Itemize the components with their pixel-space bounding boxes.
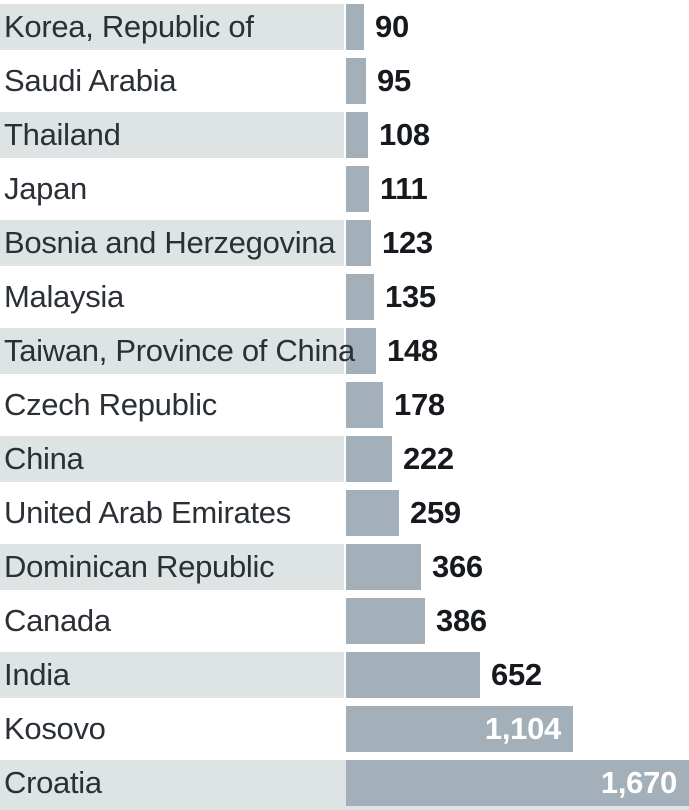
bar bbox=[346, 274, 374, 320]
chart-row: Czech Republic 178 bbox=[0, 378, 689, 432]
value-label: 95 bbox=[377, 63, 411, 98]
row-band bbox=[0, 328, 344, 374]
value-label: 148 bbox=[387, 333, 438, 368]
value-label: 366 bbox=[432, 549, 483, 584]
row-band bbox=[0, 112, 344, 158]
value-label: 652 bbox=[491, 657, 542, 692]
row-band bbox=[0, 220, 344, 266]
chart-row: Korea, Republic of 90 bbox=[0, 0, 689, 54]
value-label: 259 bbox=[410, 495, 461, 530]
bar bbox=[346, 58, 366, 104]
category-label: China bbox=[4, 441, 84, 476]
chart-row: United Arab Emirates 259 bbox=[0, 486, 689, 540]
chart-row: Saudi Arabia 95 bbox=[0, 54, 689, 108]
chart-row: Bosnia and Herzegovina 123 bbox=[0, 216, 689, 270]
bar bbox=[346, 112, 368, 158]
category-label: Malaysia bbox=[4, 279, 124, 314]
row-band bbox=[0, 544, 344, 590]
bar bbox=[346, 544, 421, 590]
chart-row: Thailand 108 bbox=[0, 108, 689, 162]
category-label: Taiwan, Province of China bbox=[4, 333, 355, 368]
category-label: Korea, Republic of bbox=[4, 9, 254, 44]
category-label: India bbox=[4, 657, 70, 692]
chart-row: Japan 111 bbox=[0, 162, 689, 216]
chart-row: Canada 386 bbox=[0, 594, 689, 648]
category-label: Saudi Arabia bbox=[4, 63, 177, 98]
category-label: Kosovo bbox=[4, 711, 106, 746]
bar bbox=[346, 598, 425, 644]
row-band bbox=[0, 652, 344, 698]
value-label: 222 bbox=[403, 441, 454, 476]
chart-row: Dominican Republic 366 bbox=[0, 540, 689, 594]
value-label: 123 bbox=[382, 225, 433, 260]
bar bbox=[346, 382, 383, 428]
category-label: Dominican Republic bbox=[4, 549, 275, 584]
chart-row: Croatia 1,670 bbox=[0, 756, 689, 810]
bar bbox=[346, 490, 399, 536]
category-label: Japan bbox=[4, 171, 87, 206]
bar bbox=[346, 706, 573, 752]
chart-row: China 222 bbox=[0, 432, 689, 486]
chart-row: Kosovo 1,104 bbox=[0, 702, 689, 756]
bar bbox=[346, 166, 369, 212]
bar bbox=[346, 220, 371, 266]
category-label: United Arab Emirates bbox=[4, 495, 291, 530]
value-label: 386 bbox=[436, 603, 487, 638]
chart-row: Taiwan, Province of China 148 bbox=[0, 324, 689, 378]
value-label: 135 bbox=[385, 279, 436, 314]
value-label: 1,670 bbox=[600, 765, 677, 800]
value-label: 1,104 bbox=[484, 711, 561, 746]
value-label: 111 bbox=[380, 171, 428, 206]
value-label: 178 bbox=[394, 387, 445, 422]
row-band bbox=[0, 4, 344, 50]
bar bbox=[346, 760, 689, 806]
bar bbox=[346, 652, 480, 698]
row-band bbox=[0, 436, 344, 482]
bar bbox=[346, 4, 364, 50]
category-label: Canada bbox=[4, 603, 111, 638]
value-label: 90 bbox=[375, 9, 409, 44]
category-label: Croatia bbox=[4, 765, 102, 800]
category-label: Thailand bbox=[4, 117, 121, 152]
category-label: Czech Republic bbox=[4, 387, 217, 422]
chart-row: India 652 bbox=[0, 648, 689, 702]
bar bbox=[346, 436, 392, 482]
value-label: 108 bbox=[379, 117, 430, 152]
category-label: Bosnia and Herzegovina bbox=[4, 225, 336, 260]
bar bbox=[346, 328, 376, 374]
chart-row: Malaysia 135 bbox=[0, 270, 689, 324]
